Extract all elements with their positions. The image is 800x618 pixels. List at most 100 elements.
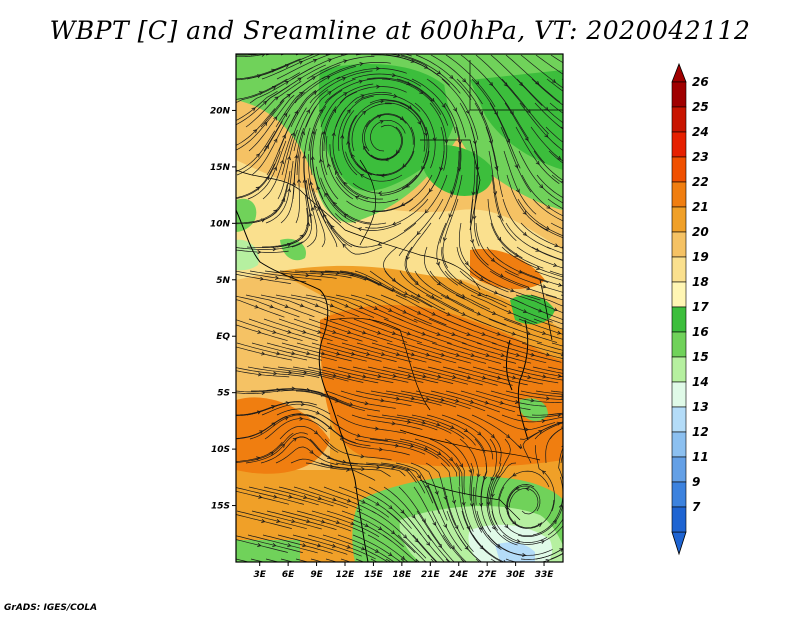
streamline	[249, 270, 322, 281]
streamline-arrow	[601, 120, 604, 123]
streamline-arrow	[582, 173, 585, 176]
streamline	[487, 198, 523, 259]
streamline	[400, 390, 471, 410]
streamline-arrow	[297, 77, 302, 82]
streamline-arrow	[576, 352, 579, 355]
streamline	[530, 294, 563, 307]
streamline-arrow	[450, 190, 455, 195]
streamline-arrow	[544, 106, 549, 111]
streamline-arrow	[311, 130, 316, 135]
streamline-arrow	[490, 434, 495, 439]
streamline-arrow	[346, 109, 351, 114]
streamline	[265, 54, 272, 56]
streamline	[507, 485, 541, 515]
streamline	[236, 108, 276, 146]
streamline	[281, 510, 352, 532]
streamline	[413, 486, 452, 549]
streamline	[471, 246, 530, 288]
streamline-arrow	[477, 292, 482, 297]
streamlines	[236, 54, 630, 586]
streamline-arrow	[390, 287, 396, 291]
streamline	[261, 207, 308, 248]
streamline-arrow	[376, 66, 381, 71]
streamline	[310, 54, 315, 56]
streamline	[564, 151, 630, 179]
streamline	[305, 78, 356, 128]
streamline	[247, 534, 318, 554]
streamline	[303, 127, 311, 200]
colorbar-bottom-arrow	[671, 531, 687, 556]
streamline-arrow	[290, 274, 295, 279]
streamline-arrow	[377, 114, 382, 119]
streamline-arrow	[265, 144, 269, 149]
streamline-arrow	[343, 181, 348, 186]
streamline-arrow	[493, 290, 499, 295]
streamline	[263, 486, 334, 507]
streamline	[250, 171, 291, 224]
streamline-arrow	[362, 330, 367, 335]
streamline	[335, 294, 404, 321]
streamline	[292, 366, 364, 383]
streamline-arrow	[376, 465, 381, 470]
streamline-arrow	[361, 499, 366, 504]
streamline-arrow	[359, 62, 364, 67]
streamline-arrow	[490, 493, 495, 498]
streamline-arrow	[541, 470, 546, 475]
streamline-arrow	[315, 410, 320, 415]
streamline-arrow	[511, 331, 516, 336]
streamline-arrow	[584, 216, 587, 219]
streamline	[248, 318, 318, 342]
streamline	[356, 510, 416, 553]
streamline-arrow	[391, 331, 397, 335]
streamline	[371, 510, 427, 559]
streamline	[303, 151, 312, 224]
lat-label: 10S	[211, 445, 230, 455]
streamline-arrow	[462, 78, 467, 83]
streamline	[548, 150, 563, 164]
streamline-arrow	[394, 443, 400, 448]
streamline	[321, 61, 391, 80]
streamline-arrow	[357, 227, 362, 232]
streamline-arrow	[359, 305, 364, 309]
streamline	[324, 270, 394, 292]
streamline	[461, 342, 532, 364]
streamline-arrow	[561, 426, 563, 431]
streamline	[489, 438, 511, 506]
streamline	[441, 246, 488, 297]
streamline-arrow	[374, 549, 380, 553]
streamline-arrow	[507, 310, 512, 314]
streamline	[295, 151, 301, 224]
streamline-arrow	[530, 352, 535, 357]
streamline	[248, 486, 319, 506]
streamline	[236, 54, 261, 56]
streamline	[251, 510, 322, 530]
streamline	[251, 114, 291, 176]
streamline	[246, 54, 315, 80]
streamline	[236, 370, 290, 378]
streamline	[562, 199, 563, 200]
streamline	[491, 510, 548, 543]
streamline-arrow	[257, 372, 263, 377]
streamline	[444, 270, 507, 308]
streamline-arrow	[314, 303, 320, 308]
streamline	[325, 390, 396, 409]
streamline	[236, 346, 292, 361]
streamline	[443, 318, 512, 345]
streamline-arrow	[464, 261, 469, 266]
streamline	[566, 55, 630, 88]
streamline	[307, 534, 376, 560]
streamline-arrow	[444, 139, 449, 144]
streamline	[352, 174, 418, 194]
streamline-arrow	[403, 534, 408, 539]
streamline-arrow	[504, 524, 509, 529]
streamline	[339, 270, 407, 298]
streamline-arrow	[432, 583, 435, 586]
streamline-arrow	[589, 281, 592, 284]
streamline	[475, 222, 519, 276]
streamline-arrow	[343, 92, 348, 96]
colorbar-swatch	[671, 381, 687, 408]
streamline	[339, 86, 407, 104]
streamline	[531, 78, 563, 106]
streamline-arrow	[503, 82, 508, 87]
streamline-arrow	[477, 583, 480, 586]
